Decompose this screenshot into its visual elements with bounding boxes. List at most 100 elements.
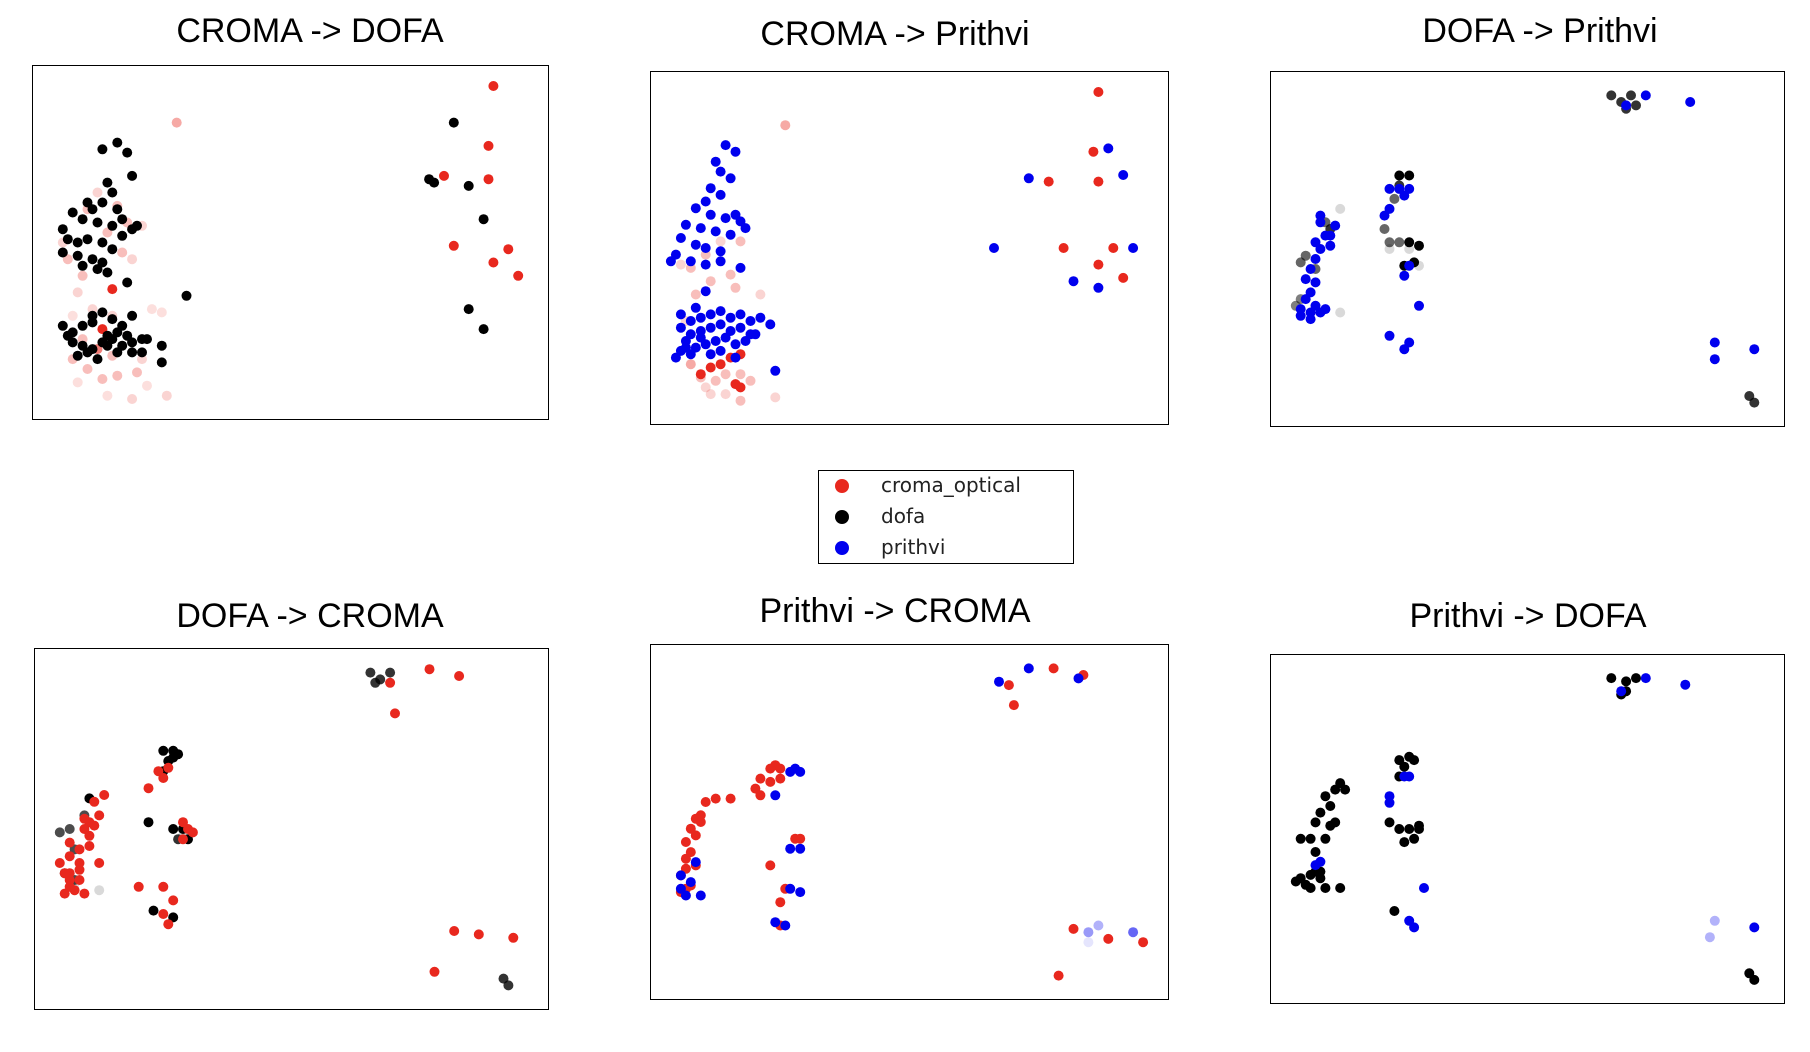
scatter-point-prithvi — [1315, 244, 1326, 254]
scatter-point-croma-optical — [127, 394, 138, 404]
scatter-point-dofa — [112, 137, 123, 148]
scatter-point-croma-optical — [99, 790, 110, 800]
scatter-point-prithvi — [1068, 276, 1079, 287]
scatter-point-dofa — [1335, 203, 1346, 214]
scatter-point-croma-optical — [158, 773, 169, 783]
scatter-point-prithvi — [1310, 277, 1321, 288]
scatter-point-prithvi — [700, 196, 711, 207]
panel-title-6: Prithvi -> DOFA — [1409, 597, 1647, 635]
scatter-point-dofa — [1384, 244, 1395, 254]
scatter-point-croma-optical — [132, 367, 142, 378]
scatter-point-prithvi — [690, 239, 701, 250]
scatter-point-prithvi — [725, 229, 736, 240]
scatter-point-croma-optical — [720, 369, 731, 380]
scatter-point-croma-optical — [765, 860, 776, 871]
scatter-point-croma-optical — [750, 783, 761, 794]
scatter-point-dofa — [122, 147, 133, 158]
scatter-point-dofa — [1320, 883, 1331, 893]
scatter-point-dofa — [1379, 224, 1390, 234]
scatter-point-croma-optical — [1138, 937, 1149, 948]
scatter-point-croma-optical — [1053, 970, 1064, 981]
scatter-point-dofa — [1320, 791, 1331, 802]
scatter-point-croma-optical — [1103, 933, 1114, 944]
scatter-point-croma-optical — [163, 762, 174, 773]
scatter-point-prithvi — [1023, 663, 1034, 674]
scatter-point-dofa — [1409, 833, 1420, 844]
scatter-point-croma-optical — [64, 851, 75, 862]
scatter-point-prithvi — [1749, 344, 1760, 355]
scatter-point-croma-optical — [705, 276, 716, 287]
scatter-point-dofa — [1340, 784, 1351, 795]
scatter-point-dofa — [1749, 397, 1760, 408]
scatter-point-prithvi — [675, 309, 686, 320]
scatter-point-dofa — [1749, 974, 1760, 985]
scatter-point-croma-optical — [775, 763, 786, 774]
scatter-point-croma-optical — [765, 776, 776, 787]
scatter-point-prithvi — [1414, 300, 1424, 311]
scatter-point-prithvi — [1399, 270, 1410, 281]
scatter-point-dofa — [82, 197, 93, 208]
scatter-point-prithvi — [705, 183, 716, 194]
scatter-point-croma-optical — [79, 888, 90, 899]
scatter-point-dofa — [102, 177, 113, 188]
scatter-point-prithvi — [1384, 183, 1395, 194]
scatter-point-prithvi — [1685, 97, 1696, 107]
scatter-point-dofa — [143, 817, 154, 828]
scatter-point-croma-optical — [715, 359, 726, 370]
scatter-point-prithvi — [685, 256, 696, 267]
scatter-point-dofa — [82, 234, 93, 245]
scatter-point-croma-optical — [133, 881, 144, 892]
scatter-svg-6 — [1290, 673, 1760, 985]
legend-item-dofa: dofa — [819, 502, 1073, 532]
scatter-point-dofa — [1310, 817, 1321, 828]
scatter-point-prithvi — [785, 843, 796, 854]
scatter-point-prithvi — [1404, 260, 1415, 271]
scatter-point-prithvi — [1310, 860, 1321, 871]
scatter-point-prithvi — [1640, 90, 1651, 101]
scatter-point-prithvi — [715, 345, 726, 356]
scatter-point-prithvi — [700, 286, 711, 297]
scatter-point-prithvi — [1330, 220, 1341, 231]
panel-title-4: DOFA -> CROMA — [176, 597, 444, 635]
scatter-point-dofa — [1389, 906, 1400, 916]
scatter-point-prithvi — [1325, 230, 1336, 241]
scatter-point-prithvi — [730, 209, 741, 220]
scatter-point-prithvi — [1320, 304, 1331, 315]
scatter-point-prithvi — [735, 322, 746, 333]
scatter-point-croma-optical — [64, 837, 75, 848]
scatter-point-croma-optical — [780, 120, 791, 131]
scatter-point-dofa — [1399, 761, 1410, 772]
scatter-point-prithvi — [715, 246, 726, 257]
scatter-svg-4 — [54, 664, 519, 991]
scatter-point-prithvi — [700, 259, 711, 270]
scatter-point-dofa — [92, 264, 103, 275]
scatter-point-dofa — [97, 237, 108, 248]
scatter-point-dofa — [1290, 876, 1301, 887]
scatter-point-croma-optical — [725, 793, 736, 804]
scatter-point-dofa — [67, 207, 78, 218]
scatter-point-croma-optical — [488, 257, 499, 268]
scatter-point-prithvi — [1749, 922, 1760, 933]
scatter-point-dofa — [1295, 833, 1306, 844]
scatter-point-dofa — [82, 347, 93, 358]
scatter-point-dofa — [1404, 824, 1415, 834]
scatter-point-prithvi — [665, 256, 676, 267]
scatter-point-dofa — [1631, 673, 1641, 684]
scatter-point-dofa — [102, 267, 113, 278]
scatter-point-dofa — [1305, 883, 1316, 893]
scatter-point-dofa — [97, 307, 108, 318]
scatter-point-dofa — [478, 214, 489, 225]
scatter-point-dofa — [448, 117, 459, 128]
scatter-point-prithvi — [770, 365, 781, 376]
scatter-plot-6 — [1270, 654, 1785, 1004]
scatter-point-croma-optical — [735, 395, 746, 406]
scatter-point-prithvi — [1310, 254, 1321, 264]
legend-marker-prithvi — [835, 541, 849, 555]
scatter-point-croma-optical — [715, 236, 726, 247]
scatter-point-croma-optical — [1008, 700, 1019, 711]
scatter-point-croma-optical — [705, 389, 716, 400]
scatter-plot-2 — [650, 71, 1169, 425]
scatter-point-dofa — [156, 357, 167, 368]
scatter-point-dofa — [92, 217, 103, 228]
scatter-point-croma-optical — [1118, 272, 1129, 283]
